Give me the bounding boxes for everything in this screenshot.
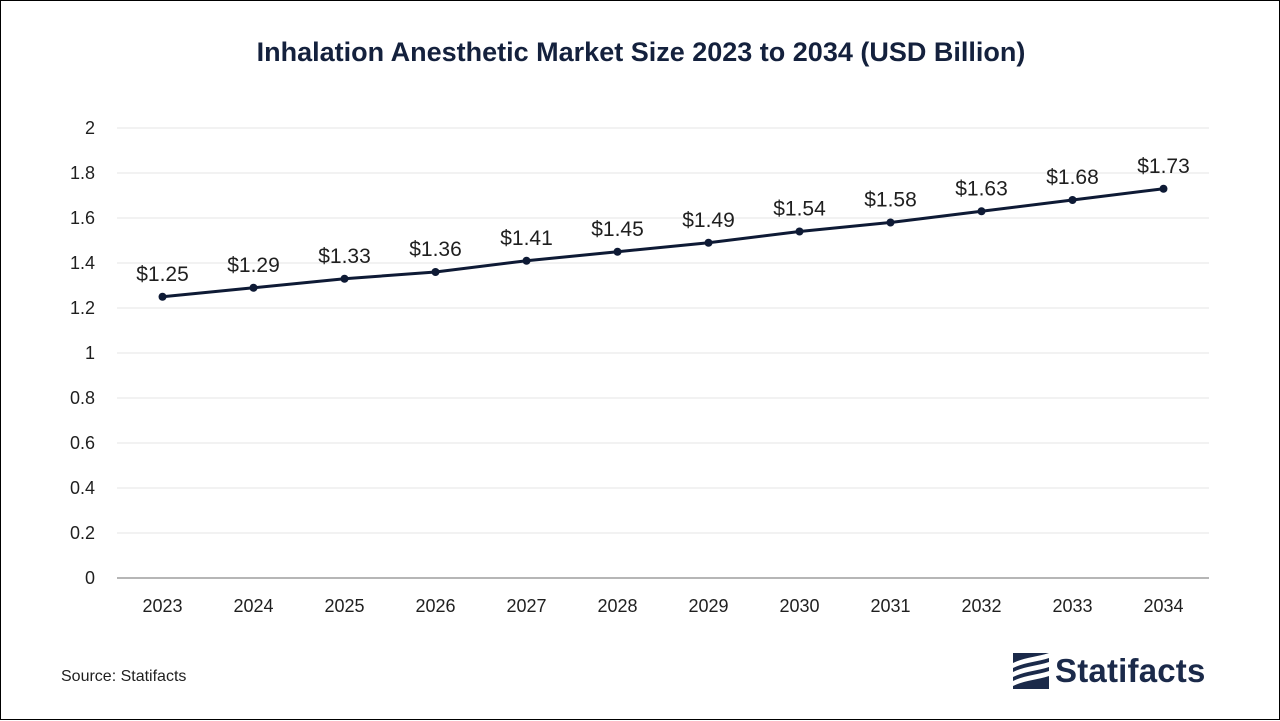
data-point: [795, 227, 804, 236]
y-tick-label: 2: [85, 118, 95, 138]
x-tick-label: 2033: [1052, 596, 1092, 616]
x-tick-label: 2031: [870, 596, 910, 616]
series-market-size: [158, 184, 1168, 301]
data-point: [704, 238, 713, 247]
statifacts-logo-icon: [1013, 653, 1049, 689]
y-tick-label: 1.6: [70, 208, 95, 228]
y-tick-label: 1.8: [70, 163, 95, 183]
data-label: $1.54: [773, 198, 826, 221]
data-point: [886, 218, 895, 227]
data-point: [613, 247, 622, 256]
source-note: Source: Statifacts: [61, 668, 187, 685]
y-tick-label: 1: [85, 343, 95, 363]
chart-title: Inhalation Anesthetic Market Size 2023 t…: [256, 37, 1026, 67]
data-label: $1.49: [682, 209, 735, 232]
x-tick-label: 2027: [506, 596, 546, 616]
x-tick-label: 2026: [415, 596, 455, 616]
series-line: [161, 187, 1165, 299]
x-tick-label: 2029: [688, 596, 728, 616]
data-label: $1.29: [227, 254, 280, 277]
y-tick-label: 0.6: [70, 433, 95, 453]
y-tick-label: 0.2: [70, 523, 95, 543]
y-axis-tick-labels: 0 0.2 0.4 0.6 0.8 1 1.2 1.4 1.6 1.8 2: [70, 118, 95, 588]
y-tick-label: 1.4: [70, 253, 95, 273]
y-tick-label: 1.2: [70, 298, 95, 318]
data-point: [1068, 196, 1077, 204]
x-tick-label: 2034: [1143, 596, 1183, 616]
y-tick-label: 0.8: [70, 388, 95, 408]
data-label: $1.36: [409, 238, 462, 261]
x-tick-label: 2028: [597, 596, 637, 616]
data-label: $1.25: [136, 263, 189, 286]
x-tick-label: 2032: [961, 596, 1001, 616]
data-point: [431, 268, 440, 276]
data-label: $1.63: [955, 177, 1008, 200]
data-point: [522, 256, 531, 265]
gridlines: [117, 127, 1209, 534]
data-point: [977, 207, 986, 216]
x-axis-tick-labels: 2023 2024 2025 2026 2027 2028 2029 2030 2031 2032…: [142, 596, 1183, 616]
data-labels: $1.25 $1.29 $1.33 $1.36 $1.41 $1.45 $1.49 $1.54…: [136, 155, 1190, 286]
data-label: $1.73: [1137, 155, 1190, 178]
data-point: [158, 292, 167, 301]
x-tick-label: 2023: [142, 596, 182, 616]
y-tick-label: 0: [85, 568, 95, 588]
x-tick-label: 2030: [779, 596, 819, 616]
brand-name: Statifacts: [1055, 652, 1206, 689]
brand-logo: Statifacts: [1013, 651, 1206, 691]
data-label: $1.41: [500, 227, 553, 250]
x-tick-label: 2024: [233, 596, 273, 616]
data-label: $1.68: [1046, 166, 1099, 189]
data-point: [249, 283, 258, 292]
data-point: [340, 274, 349, 283]
y-tick-label: 0.4: [70, 478, 95, 498]
data-point: [1159, 184, 1168, 193]
x-tick-label: 2025: [324, 596, 364, 616]
data-label: $1.45: [591, 218, 644, 241]
data-label: $1.58: [864, 189, 917, 212]
data-label: $1.33: [318, 245, 371, 268]
